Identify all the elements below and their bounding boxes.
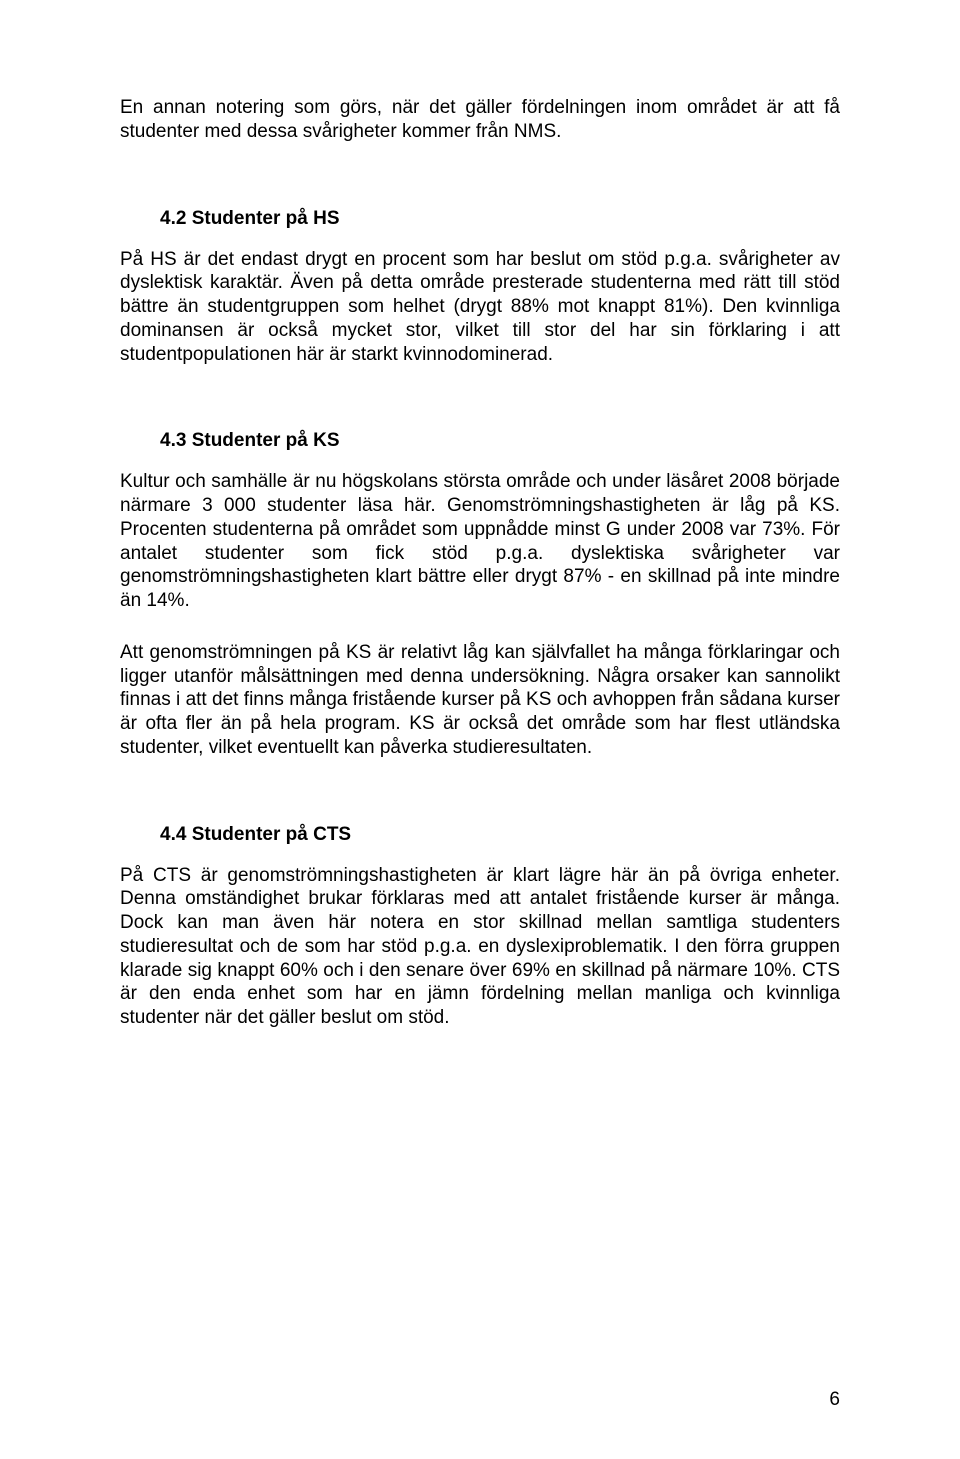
section-4-4-body: På CTS är genomströmningshastigheten är … (120, 864, 840, 1030)
heading-4-2: 4.2 Studenter på HS (160, 208, 840, 230)
spacer (120, 172, 840, 208)
heading-4-3: 4.3 Studenter på KS (160, 430, 840, 452)
document-page: En annan notering som görs, när det gäll… (0, 0, 960, 1459)
section-4-3-body-1: Kultur och samhälle är nu högskolans stö… (120, 470, 840, 613)
intro-paragraph: En annan notering som görs, när det gäll… (120, 96, 840, 144)
heading-4-4: 4.4 Studenter på CTS (160, 824, 840, 846)
spacer (120, 788, 840, 824)
spacer (120, 394, 840, 430)
section-4-2-body: På HS är det endast drygt en procent som… (120, 248, 840, 367)
section-4-3-body-2: Att genomströmningen på KS är relativt l… (120, 641, 840, 760)
page-number: 6 (829, 1389, 840, 1411)
